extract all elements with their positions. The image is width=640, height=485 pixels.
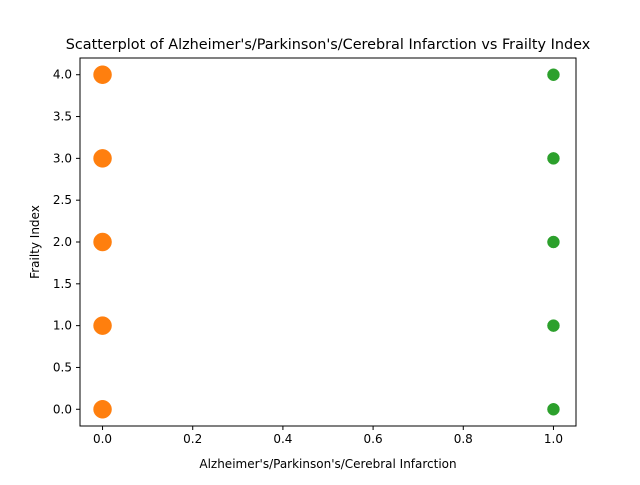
y-tick-label: 0.5	[53, 360, 72, 374]
data-point-series-1	[93, 232, 112, 252]
data-point-series-2	[547, 235, 560, 249]
chart-title: Scatterplot of Alzheimer's/Parkinson's/C…	[66, 37, 591, 53]
x-tick-label: 0.4	[273, 432, 292, 446]
data-point-series-2	[547, 319, 560, 332]
x-tick-label: 0.0	[93, 432, 112, 446]
data-point-series-1	[93, 149, 112, 168]
y-tick-label: 2.5	[53, 193, 72, 207]
data-point-series-1	[93, 65, 112, 84]
plot-area: 0.0 0.2 0.4 0.6 0.8 1.0 0.0 0.5 1.0 1.5 2.0 2.5 3.0 3…	[53, 57, 577, 446]
y-tick-label: 3.5	[53, 110, 72, 124]
y-tick-label: 0.0	[53, 402, 72, 416]
x-tick-label: 0.6	[364, 432, 383, 446]
y-tick-label: 1.0	[53, 319, 72, 333]
data-point-series-2	[547, 403, 560, 416]
x-axis-label: Alzheimer's/Parkinson's/Cerebral Infarct…	[199, 457, 456, 471]
y-tick-label: 2.0	[53, 235, 72, 249]
x-tick-label: 1.0	[544, 432, 563, 446]
data-point-series-1	[93, 316, 112, 335]
y-tick-label: 3.0	[53, 151, 72, 165]
y-axis-label: Frailty Index	[28, 205, 42, 279]
data-point-series-2	[547, 68, 560, 81]
x-tick-label: 0.2	[183, 432, 202, 446]
data-point-series-1	[93, 400, 112, 419]
x-tick-label: 0.8	[454, 432, 473, 446]
y-tick-label: 1.5	[53, 277, 72, 291]
y-tick-label: 4.0	[53, 68, 72, 82]
data-point-series-2	[547, 152, 560, 165]
